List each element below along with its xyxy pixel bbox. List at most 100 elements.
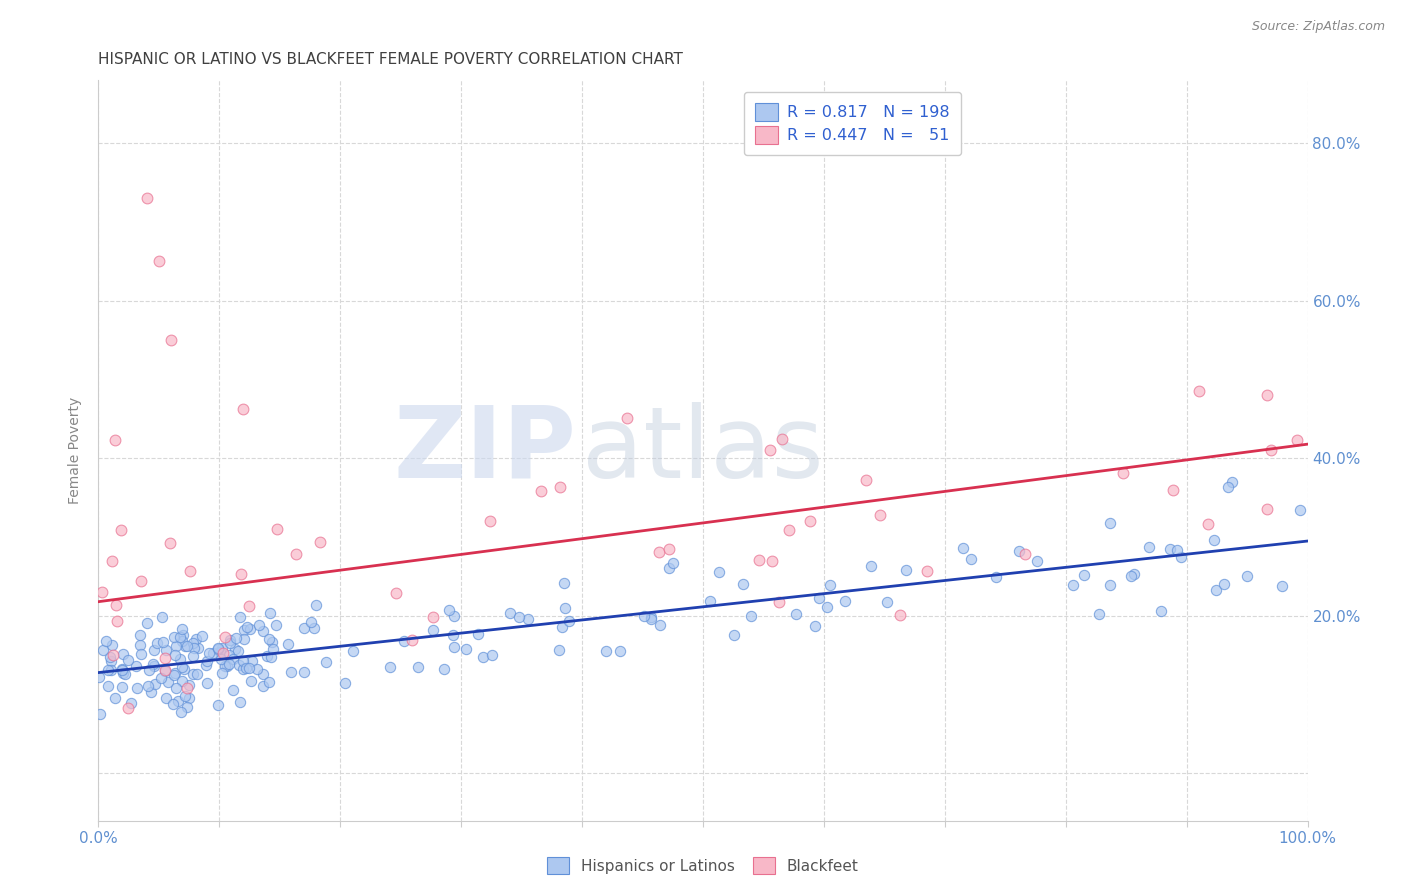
Point <box>869 508 891 522</box>
Point <box>177 691 200 706</box>
Point <box>101 638 124 652</box>
Text: Source: ZipAtlas.com: Source: ZipAtlas.com <box>1251 20 1385 33</box>
Point <box>917 565 939 579</box>
Point <box>240 673 263 688</box>
Point <box>187 641 209 656</box>
Point <box>211 640 233 655</box>
Point <box>176 639 198 653</box>
Point <box>142 657 165 672</box>
Point <box>1112 466 1135 480</box>
Point <box>1014 547 1036 561</box>
Point <box>117 701 139 715</box>
Point <box>558 614 581 628</box>
Point <box>191 629 214 643</box>
Point <box>163 668 186 682</box>
Point <box>548 480 571 494</box>
Point <box>1088 607 1111 621</box>
Point <box>443 640 465 655</box>
Point <box>145 677 167 691</box>
Point <box>553 575 575 590</box>
Point <box>207 640 229 655</box>
Point <box>211 665 233 680</box>
Point <box>1260 442 1282 457</box>
Point <box>554 600 576 615</box>
Point <box>768 594 790 608</box>
Legend: Hispanics or Latinos, Blackfeet: Hispanics or Latinos, Blackfeet <box>541 851 865 880</box>
Point <box>984 569 1007 583</box>
Point <box>1236 569 1258 583</box>
Point <box>246 662 269 676</box>
Point <box>859 559 882 574</box>
Point <box>135 191 157 205</box>
Point <box>1256 388 1278 402</box>
Point <box>194 658 217 673</box>
Point <box>1216 480 1239 494</box>
Point <box>100 663 122 677</box>
Point <box>212 647 235 661</box>
Point <box>304 621 326 635</box>
Point <box>1099 516 1122 530</box>
Point <box>169 630 191 644</box>
Point <box>91 585 114 599</box>
Point <box>292 621 315 635</box>
Point <box>1213 576 1236 591</box>
Point <box>876 595 898 609</box>
Point <box>315 655 337 669</box>
Legend: R = 0.817   N = 198, R = 0.447   N =   51: R = 0.817 N = 198, R = 0.447 N = 51 <box>744 92 962 154</box>
Point <box>401 632 423 647</box>
Point <box>195 654 218 668</box>
Point <box>103 433 125 447</box>
Point <box>1122 567 1144 582</box>
Point <box>1197 516 1219 531</box>
Point <box>169 652 191 666</box>
Point <box>124 658 146 673</box>
Point <box>658 541 681 556</box>
Point <box>277 637 299 651</box>
Point <box>1205 582 1227 597</box>
Point <box>260 649 283 664</box>
Point <box>110 523 132 537</box>
Point <box>155 690 177 705</box>
Point <box>733 577 755 591</box>
Point <box>167 694 190 708</box>
Point <box>240 654 263 668</box>
Point <box>207 698 229 712</box>
Point <box>228 695 250 709</box>
Point <box>186 667 208 681</box>
Point <box>229 609 252 624</box>
Point <box>117 653 139 667</box>
Point <box>208 645 231 659</box>
Point <box>305 599 328 613</box>
Point <box>1073 568 1095 582</box>
Point <box>299 615 322 629</box>
Point <box>183 641 205 656</box>
Point <box>100 654 122 668</box>
Point <box>232 632 254 647</box>
Point <box>1187 384 1209 399</box>
Point <box>172 622 194 636</box>
Point <box>609 644 631 658</box>
Point <box>218 648 240 662</box>
Point <box>252 679 274 693</box>
Point <box>153 651 176 665</box>
Point <box>89 707 111 722</box>
Point <box>456 641 478 656</box>
Point <box>156 674 179 689</box>
Point <box>758 442 780 457</box>
Point <box>152 610 174 624</box>
Point <box>252 666 274 681</box>
Point <box>633 609 655 624</box>
Point <box>1119 568 1142 582</box>
Point <box>179 565 201 579</box>
Point <box>181 648 204 663</box>
Point <box>173 690 195 704</box>
Point <box>292 665 315 679</box>
Point <box>481 648 503 662</box>
Point <box>229 566 252 581</box>
Point <box>1149 605 1171 619</box>
Point <box>1285 433 1308 447</box>
Point <box>236 620 259 634</box>
Point <box>815 600 838 615</box>
Point <box>530 483 553 498</box>
Point <box>127 681 149 695</box>
